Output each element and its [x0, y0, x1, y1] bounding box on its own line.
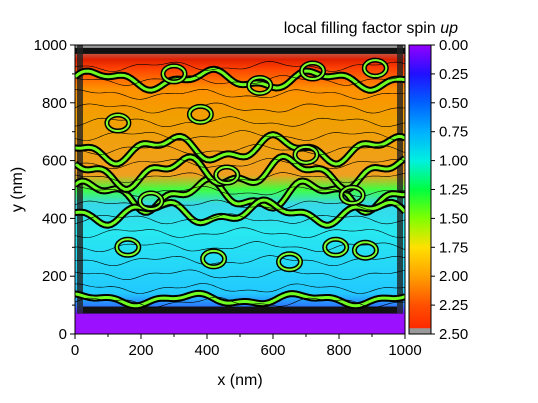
- island-ring-green-13: [247, 76, 272, 95]
- contour-5: [75, 227, 405, 238]
- island-ring-green-6: [353, 241, 378, 260]
- contour-16: [75, 75, 405, 86]
- island-ring-green-3: [201, 249, 226, 268]
- island-ring-green-1: [105, 114, 130, 133]
- x-tick-label: 800: [326, 342, 351, 359]
- colorbar-title-italic: up: [440, 20, 458, 37]
- island-ring-green-4: [277, 252, 302, 271]
- x-axis: 0 200 400 600 800 1000: [71, 334, 422, 359]
- colorbar-title-main: local filling factor spin: [284, 20, 441, 37]
- edge-line-right: [397, 45, 403, 334]
- island-ring-green-12: [162, 64, 186, 83]
- y-tick-label: 200: [42, 268, 67, 285]
- boundary-green-4: [75, 67, 405, 92]
- contour-12: [75, 130, 405, 141]
- heatmap-area: [75, 45, 405, 334]
- contour-8: [75, 186, 405, 197]
- boundary-green-5: [75, 291, 405, 308]
- colorbar-tick-label: 0.00: [439, 37, 468, 54]
- edge-line-top: [75, 47, 405, 54]
- island-ring-green-9: [294, 145, 318, 164]
- x-tick-label: 1000: [388, 342, 421, 359]
- contour-15: [75, 89, 405, 100]
- colorbar-tick-label: 1.25: [439, 182, 468, 199]
- boundary-green-3: [75, 198, 405, 227]
- contour-6: [75, 213, 405, 225]
- edge-line-bottom: [83, 306, 397, 314]
- edge-band-bottom: [75, 313, 405, 334]
- contour-0: [75, 296, 405, 308]
- y-tick-label: 400: [42, 210, 67, 227]
- contour-9: [75, 172, 405, 183]
- colorbar-tick-label: 2.50: [439, 326, 468, 343]
- colorbar-tick-label: 2.00: [439, 268, 468, 285]
- colorbar-overflow: [409, 328, 431, 334]
- x-tick-label: 0: [71, 342, 79, 359]
- colorbar-tick-label: 1.75: [439, 239, 468, 256]
- x-axis-label: x (nm): [217, 372, 262, 389]
- island-ring-green-14: [188, 105, 213, 124]
- contour-17: [75, 61, 405, 72]
- contour-3: [75, 255, 405, 266]
- edge-line-left: [77, 45, 83, 334]
- contour-4: [75, 241, 405, 252]
- island-ring-green-8: [340, 186, 365, 205]
- contour-1: [75, 283, 405, 294]
- y-axis-label: y (nm): [9, 167, 26, 212]
- x-tick-label: 400: [194, 342, 219, 359]
- colorbar-tick-label: 0.50: [439, 95, 468, 112]
- island-ring-green-10: [363, 59, 388, 78]
- colorbar-gradient: [409, 45, 431, 334]
- island-ring-green-0: [115, 238, 140, 257]
- island-ring-green-2: [214, 166, 239, 185]
- colorbar-title: local filling factor spin up: [284, 20, 458, 37]
- boundary-green-2: [75, 133, 405, 166]
- colorbar-tick-label: 2.25: [439, 297, 468, 314]
- island-ring-green-7: [138, 192, 163, 211]
- y-tick-label: 800: [42, 95, 67, 112]
- island-ring-green-5: [323, 238, 348, 257]
- x-tick-label: 600: [260, 342, 285, 359]
- y-tick-label: 600: [42, 153, 67, 170]
- colorbar-tick-label: 0.25: [439, 66, 468, 83]
- contour-10: [75, 158, 405, 169]
- colorbar-tick-label: 1.00: [439, 153, 468, 170]
- y-tick-label: 0: [59, 326, 67, 343]
- colorbar-tick-label: 0.75: [439, 124, 468, 141]
- island-ring-green-11: [300, 62, 325, 81]
- colorbar-tick-label: 1.50: [439, 210, 468, 227]
- colorbar: 0.00 0.25 0.50 0.75 1.00 1.25 1.50 1.75 2.00 2.25…: [408, 37, 468, 343]
- y-tick-label: 1000: [34, 37, 67, 54]
- boundary-green-0: [75, 177, 405, 214]
- x-tick-label: 200: [128, 342, 153, 359]
- y-axis: 0 200 400 600 800 1000: [34, 37, 75, 343]
- contour-14: [75, 102, 405, 114]
- contour-2: [75, 269, 405, 280]
- contour-11: [75, 144, 405, 155]
